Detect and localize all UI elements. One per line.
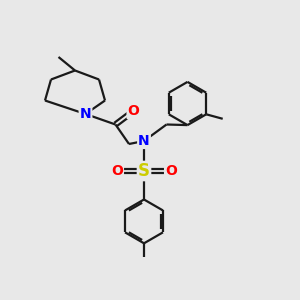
Text: O: O: [165, 164, 177, 178]
Text: N: N: [80, 107, 91, 121]
Text: N: N: [138, 134, 150, 148]
Text: S: S: [138, 162, 150, 180]
Text: O: O: [128, 104, 140, 118]
Text: O: O: [111, 164, 123, 178]
